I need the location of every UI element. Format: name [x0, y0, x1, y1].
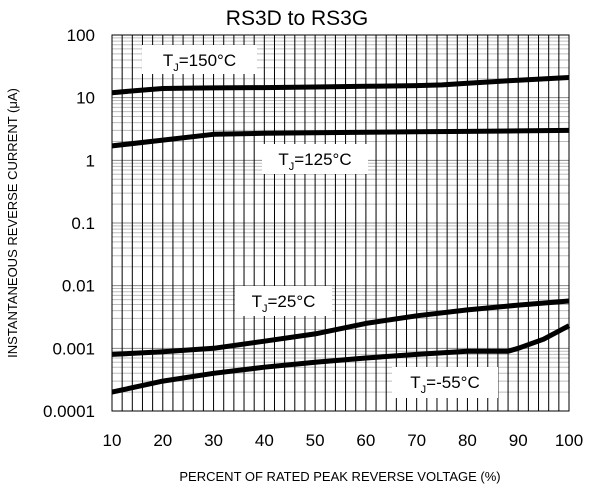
x-tick-label: 60: [356, 431, 375, 450]
y-tick-label: 0.01: [62, 277, 95, 296]
y-tick-label: 10: [76, 89, 95, 108]
y-tick-label: 0.1: [71, 214, 95, 233]
series-lines: [111, 75, 571, 395]
x-tick-label: 90: [509, 431, 528, 450]
y-axis-label: INSTANTANEOUS REVERSE CURRENT (μA): [5, 88, 20, 358]
series-line-tj-minus-55: [111, 323, 571, 395]
y-tick-label: 0.0001: [43, 402, 95, 421]
series-line-tj-25: [111, 298, 570, 357]
plot-frame: [111, 34, 570, 412]
x-tick-label: 50: [306, 431, 325, 450]
series-label-box: [235, 286, 332, 316]
series-label-tj-25: TJ=25°C: [252, 292, 316, 315]
series-label-tj-minus-55: TJ=-55°C: [410, 373, 479, 396]
x-axis-label: PERCENT OF RATED PEAK REVERSE VOLTAGE (%…: [179, 469, 500, 484]
x-tick-label: 20: [153, 431, 172, 450]
x-tick-label: 100: [555, 431, 583, 450]
x-tick-label: 70: [407, 431, 426, 450]
series-label-box: [392, 367, 498, 398]
series-label-tj-150: TJ=150°C: [163, 51, 236, 74]
tick-labels: 10 20 30 40 50 60 70 80 90 100 100 10 1 0.1 0.01 0.001 0…: [43, 26, 583, 450]
series-label-tj-125: TJ=125°C: [278, 150, 351, 173]
y-tick-label: 0.001: [52, 339, 95, 358]
series-line-tj-125: [111, 127, 570, 149]
series-labels: TJ=150°C TJ=125°C TJ=25°C TJ=-55°C: [142, 45, 498, 398]
x-tick-label: 30: [204, 431, 223, 450]
grid: [111, 34, 570, 412]
series-label-box: [142, 45, 257, 74]
x-tick-label: 80: [458, 431, 477, 450]
chart-title: RS3D to RS3G: [226, 7, 368, 30]
x-tick-label: 40: [255, 431, 274, 450]
x-tick-label: 10: [103, 431, 122, 450]
series-label-box: [262, 144, 368, 174]
y-tick-label: 100: [67, 26, 95, 45]
y-tick-label: 1: [86, 151, 95, 170]
series-line-tj-150: [111, 75, 570, 96]
